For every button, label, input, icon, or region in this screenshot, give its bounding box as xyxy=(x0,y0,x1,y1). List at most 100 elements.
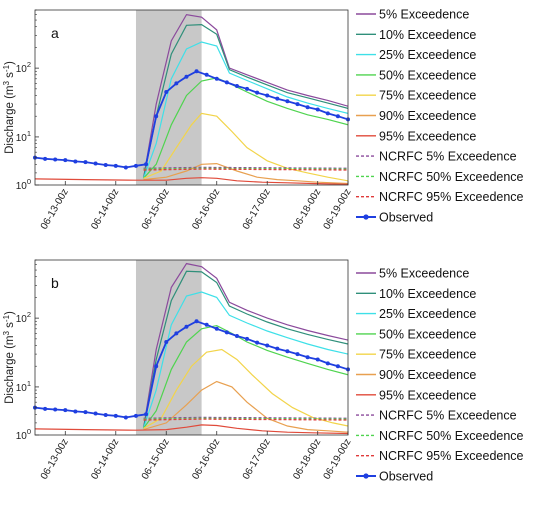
series-line-2 xyxy=(142,41,348,179)
x-tick-label: 06-19-00z xyxy=(322,437,354,481)
y-tick-label: 100 xyxy=(16,427,31,442)
y-tick-label: 102 xyxy=(16,310,31,325)
legend-entry: 25% Exceedence xyxy=(379,307,476,321)
legend-entry: 10% Exceedence xyxy=(379,28,476,42)
legend-entry: NCRFC 5% Exceedence xyxy=(379,150,517,164)
series-line-9 xyxy=(143,168,348,171)
series-line-2 xyxy=(142,291,348,429)
observed-point xyxy=(53,407,58,412)
legend-entry: 90% Exceedence xyxy=(379,109,476,123)
legend-entry: 95% Exceedence xyxy=(379,388,476,402)
observed-point xyxy=(335,364,340,369)
legend-entry: NCRFC 50% Exceedence xyxy=(379,429,524,443)
x-tick-label: 06-17-00z xyxy=(241,187,273,231)
observed-point xyxy=(63,158,68,163)
observed-point xyxy=(144,162,149,167)
observed-point xyxy=(113,413,118,418)
observed-point xyxy=(43,156,48,161)
y-axis-label: Discharge (m3 s-1) xyxy=(2,311,16,404)
series-line-1 xyxy=(142,270,348,429)
observed-point xyxy=(154,364,159,369)
series-line-6 xyxy=(35,424,348,435)
x-tick-label: 06-18-00z xyxy=(291,437,323,481)
observed-point xyxy=(245,86,250,91)
observed-point xyxy=(275,346,280,351)
panel-label: a xyxy=(51,25,59,41)
observed-point xyxy=(83,160,88,165)
observed-point xyxy=(285,99,290,104)
observed-point xyxy=(305,105,310,110)
observed-point xyxy=(103,413,108,418)
legend-entry: Observed xyxy=(379,211,433,225)
observed-point xyxy=(133,163,138,168)
legend-entry: 25% Exceedence xyxy=(379,48,476,62)
observed-point xyxy=(295,352,300,357)
observed-point xyxy=(295,102,300,107)
series-line-9 xyxy=(143,418,348,421)
legend-entry: 10% Exceedence xyxy=(379,287,476,301)
x-tick-label: 06-14-00z xyxy=(89,437,121,481)
observed-point xyxy=(224,80,229,85)
observed-point xyxy=(245,336,250,341)
x-tick-label: 06-17-00z xyxy=(241,437,273,481)
observed-point xyxy=(275,96,280,101)
observed-point xyxy=(265,343,270,348)
y-tick-label: 101 xyxy=(16,129,31,144)
observed-point xyxy=(174,81,179,86)
observed-point xyxy=(103,163,108,168)
x-tick-label: 06-13-00z xyxy=(39,437,71,481)
series-line-7 xyxy=(143,166,348,169)
observed-point xyxy=(73,409,78,414)
legend-entry: 75% Exceedence xyxy=(379,348,476,362)
legend-entry: 90% Exceedence xyxy=(379,368,476,382)
series-line-7 xyxy=(143,416,348,419)
series-line-4 xyxy=(143,348,348,429)
plot-area-frame xyxy=(34,9,349,186)
observed-point xyxy=(194,319,199,324)
legend-entry: 95% Exceedence xyxy=(379,129,476,143)
x-tick-label: 06-14-00z xyxy=(89,187,121,231)
y-tick-label: 102 xyxy=(16,60,31,75)
x-tick-label: 06-19-00z xyxy=(322,187,354,231)
observed-point xyxy=(234,333,239,338)
legend-entry: 5% Exceedence xyxy=(379,8,469,22)
x-tick-label: 06-15-00z xyxy=(140,187,172,231)
observed-point xyxy=(325,111,330,116)
x-tick-label: 06-16-00z xyxy=(190,437,222,481)
y-tick-label: 101 xyxy=(16,379,31,394)
observed-point xyxy=(335,114,340,119)
x-tick-label: 06-16-00z xyxy=(190,187,222,231)
y-axis-label: Discharge (m3 s-1) xyxy=(2,61,16,154)
legend-entry: 5% Exceedence xyxy=(379,267,469,281)
series-line-8 xyxy=(143,417,348,420)
observed-point xyxy=(265,93,270,98)
shaded-forecast-region xyxy=(135,260,202,435)
observed-point xyxy=(214,76,219,81)
observed-point xyxy=(315,107,320,112)
observed-point xyxy=(255,340,260,345)
observed-point xyxy=(63,408,68,413)
observed-point xyxy=(305,355,310,360)
observed-point xyxy=(184,324,189,329)
observed-point xyxy=(214,326,219,331)
observed-point xyxy=(255,90,260,95)
legend-entry: NCRFC 50% Exceedence xyxy=(379,170,524,184)
legend-entry: 50% Exceedence xyxy=(379,327,476,341)
observed-point xyxy=(204,322,209,327)
observed-point xyxy=(174,331,179,336)
observed-point xyxy=(154,114,159,119)
panel-label: b xyxy=(51,275,59,291)
legend-marker xyxy=(363,214,369,220)
legend-entry: NCRFC 95% Exceedence xyxy=(379,190,524,204)
observed-point xyxy=(184,74,189,79)
plot-area-frame xyxy=(34,259,349,436)
observed-point xyxy=(224,330,229,335)
legend-entry: NCRFC 95% Exceedence xyxy=(379,449,524,463)
legend-entry: NCRFC 5% Exceedence xyxy=(379,409,517,423)
observed-point xyxy=(73,159,78,164)
legend-entry: Observed xyxy=(379,470,433,484)
series-line-4 xyxy=(143,112,348,182)
series-line-8 xyxy=(143,167,348,170)
chart-panel-a: 100 101 102 06-13-00z 06-14-00z 06-15-00z 06-1… xyxy=(2,8,524,232)
